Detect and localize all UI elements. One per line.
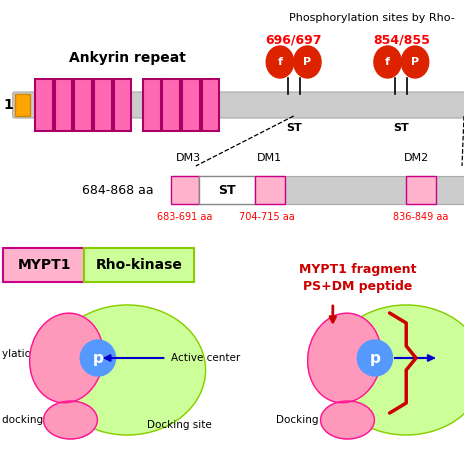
FancyBboxPatch shape <box>74 79 92 131</box>
Ellipse shape <box>49 305 206 435</box>
FancyBboxPatch shape <box>13 92 466 118</box>
Bar <box>171 176 464 204</box>
Bar <box>171 176 199 204</box>
Text: DM1: DM1 <box>256 153 282 163</box>
Text: ST: ST <box>393 123 409 133</box>
Text: ST: ST <box>286 123 301 133</box>
Text: MYPT1: MYPT1 <box>17 258 71 272</box>
Ellipse shape <box>328 305 474 435</box>
Text: DM3: DM3 <box>176 153 201 163</box>
Text: f: f <box>385 57 390 67</box>
Ellipse shape <box>266 46 294 78</box>
Text: Phosphorylation sites by Rho-: Phosphorylation sites by Rho- <box>289 13 455 23</box>
Text: 683-691 aa: 683-691 aa <box>157 212 213 222</box>
Ellipse shape <box>401 46 429 78</box>
Text: P: P <box>411 57 419 67</box>
Bar <box>15 94 30 116</box>
Text: docking motif: docking motif <box>2 415 74 425</box>
Text: P: P <box>303 57 311 67</box>
FancyBboxPatch shape <box>201 79 219 131</box>
Text: MYPT1 fragment
PS+DM peptide: MYPT1 fragment PS+DM peptide <box>299 263 416 293</box>
Bar <box>199 176 255 204</box>
Text: DM2: DM2 <box>403 153 428 163</box>
Ellipse shape <box>357 340 392 376</box>
Text: ylation site: ylation site <box>2 349 60 359</box>
FancyBboxPatch shape <box>35 79 53 131</box>
Text: Rho-kinase: Rho-kinase <box>96 258 182 272</box>
FancyBboxPatch shape <box>3 248 85 282</box>
Ellipse shape <box>308 313 382 403</box>
FancyBboxPatch shape <box>163 79 180 131</box>
Text: p: p <box>92 350 103 365</box>
Text: 684-868 aa: 684-868 aa <box>82 183 153 197</box>
Text: 704-715 aa: 704-715 aa <box>239 212 295 222</box>
Text: Docking motif: Docking motif <box>276 415 349 425</box>
FancyBboxPatch shape <box>114 79 131 131</box>
Ellipse shape <box>320 401 374 439</box>
Text: 1: 1 <box>3 98 13 112</box>
FancyBboxPatch shape <box>84 248 194 282</box>
Text: 836-849 aa: 836-849 aa <box>393 212 448 222</box>
Ellipse shape <box>44 401 97 439</box>
FancyBboxPatch shape <box>182 79 200 131</box>
Text: 696/697: 696/697 <box>265 34 322 46</box>
Bar <box>255 176 285 204</box>
Text: Ankyrin repeat: Ankyrin repeat <box>69 51 186 65</box>
Ellipse shape <box>80 340 116 376</box>
Text: 854/855: 854/855 <box>373 34 430 46</box>
Text: ST: ST <box>219 183 236 197</box>
Text: Docking site: Docking site <box>147 420 211 430</box>
Text: Active center: Active center <box>171 353 240 363</box>
FancyBboxPatch shape <box>143 79 161 131</box>
Text: p: p <box>369 350 380 365</box>
Ellipse shape <box>374 46 401 78</box>
FancyBboxPatch shape <box>94 79 111 131</box>
Text: f: f <box>277 57 283 67</box>
Bar <box>406 176 436 204</box>
Ellipse shape <box>294 46 321 78</box>
FancyBboxPatch shape <box>55 79 73 131</box>
Ellipse shape <box>29 313 103 403</box>
